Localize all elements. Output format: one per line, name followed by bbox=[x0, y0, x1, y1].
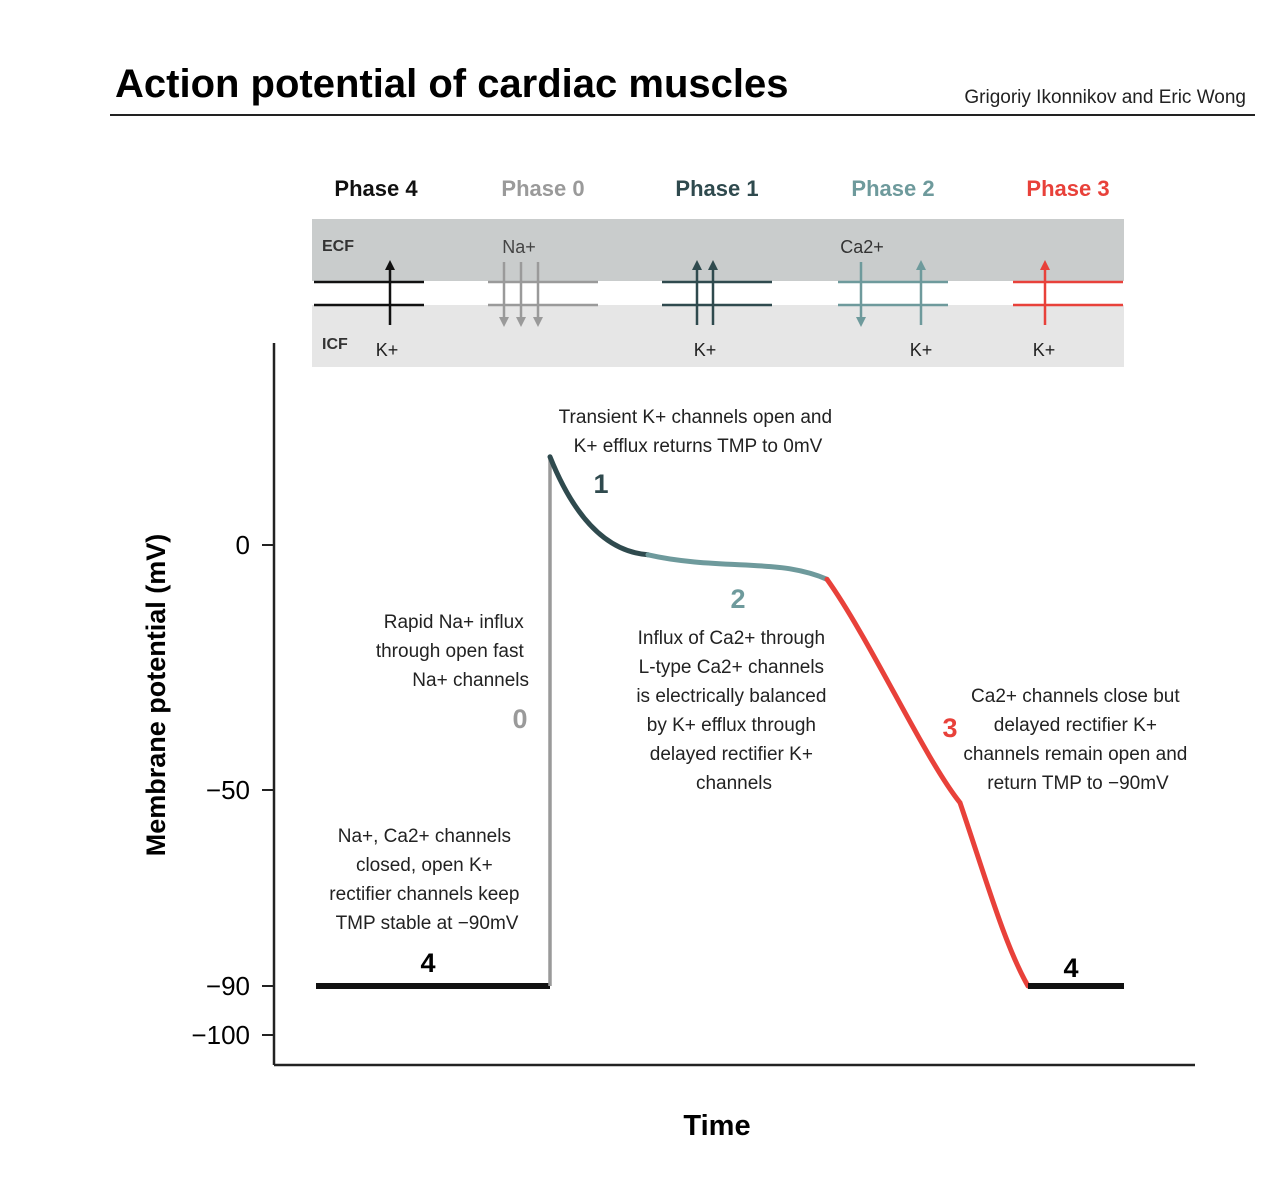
arrow-down-icon bbox=[856, 317, 866, 327]
annotation-line: channels remain open and bbox=[963, 744, 1187, 765]
phase-number-4-left: 4 bbox=[420, 948, 435, 978]
x-axis-label: Time bbox=[683, 1110, 750, 1142]
phase-4-ion-k: K+ bbox=[376, 340, 399, 360]
annotation-line: closed, open K+ bbox=[356, 855, 493, 876]
phase-4-label: Phase 4 bbox=[334, 176, 418, 201]
annotation-line: is electrically balanced bbox=[636, 686, 826, 707]
annotation-line: by K+ efflux through bbox=[647, 715, 816, 736]
annotation-line: Ca2+ channels close but bbox=[971, 686, 1180, 707]
arrow-up-icon bbox=[1040, 260, 1050, 270]
annotation-line: delayed rectifier K+ bbox=[650, 744, 813, 765]
arrow-up-icon bbox=[692, 260, 702, 270]
annotation-phase-4: Na+, Ca2+ channels closed, open K+ recti… bbox=[329, 826, 524, 934]
phase-2-ion-ca: Ca2+ bbox=[840, 237, 884, 257]
phase-number-1: 1 bbox=[593, 469, 608, 499]
phase-labels: Phase 4 Phase 0 Phase 1 Phase 2 Phase 3 bbox=[334, 176, 1109, 201]
arrow-down-icon bbox=[516, 317, 526, 327]
y-axis-label: Membrane potential (mV) bbox=[141, 534, 171, 857]
annotation-line: Na+ channels bbox=[412, 670, 529, 691]
phase-number-0: 0 bbox=[512, 704, 527, 734]
phase-number-4-right: 4 bbox=[1063, 953, 1078, 983]
annotation-line: through open fast bbox=[376, 641, 525, 662]
annotation-line: Transient K+ channels open and bbox=[559, 407, 832, 428]
arrow-up-icon bbox=[708, 260, 718, 270]
authors-credit: Grigoriy Ikonnikov and Eric Wong bbox=[964, 87, 1246, 108]
arrow-down-icon bbox=[533, 317, 543, 327]
phase-0-ion-na: Na+ bbox=[502, 237, 536, 257]
y-ticks: 0 −50 −90 −100 bbox=[191, 530, 274, 1050]
membrane-channels bbox=[314, 260, 1123, 327]
phase-2-label: Phase 2 bbox=[851, 176, 934, 201]
phase-1-label: Phase 1 bbox=[675, 176, 758, 201]
arrow-up-icon bbox=[916, 260, 926, 270]
phase-2-ion-k: K+ bbox=[910, 340, 933, 360]
annotation-line: Na+, Ca2+ channels bbox=[338, 826, 511, 847]
phase-number-2: 2 bbox=[730, 584, 745, 614]
annotation-phase-0: Rapid Na+ influx through open fast Na+ c… bbox=[376, 612, 529, 691]
arrow-down-icon bbox=[499, 317, 509, 327]
annotation-line: L-type Ca2+ channels bbox=[639, 657, 824, 678]
annotation-line: Influx of Ca2+ through bbox=[638, 628, 826, 649]
annotation-phase-1: Transient K+ channels open and K+ efflux… bbox=[559, 407, 838, 457]
annotation-phase-3: Ca2+ channels close but delayed rectifie… bbox=[963, 686, 1192, 794]
annotation-line: rectifier channels keep bbox=[329, 884, 519, 905]
phase-3-repolarization bbox=[824, 576, 1031, 989]
phase-2-plateau bbox=[645, 552, 830, 582]
y-tick-label: 0 bbox=[236, 530, 250, 560]
annotation-phase-2: Influx of Ca2+ through L-type Ca2+ chann… bbox=[636, 628, 831, 794]
phase-0-label: Phase 0 bbox=[501, 176, 584, 201]
icf-band bbox=[312, 305, 1124, 367]
figure-title: Action potential of cardiac muscles bbox=[115, 62, 789, 106]
y-tick-label: −100 bbox=[191, 1020, 250, 1050]
phase-3-label: Phase 3 bbox=[1026, 176, 1109, 201]
icf-label: ICF bbox=[322, 336, 348, 353]
annotation-line: TMP stable at −90mV bbox=[336, 913, 519, 934]
arrow-up-icon bbox=[385, 260, 395, 270]
phase-number-3: 3 bbox=[942, 713, 957, 743]
annotation-line: delayed rectifier K+ bbox=[994, 715, 1157, 736]
annotation-line: return TMP to −90mV bbox=[987, 773, 1169, 794]
phase-1-repolarization bbox=[547, 454, 651, 558]
annotation-line: K+ efflux returns TMP to 0mV bbox=[574, 436, 823, 457]
phase-3-ion-k: K+ bbox=[1033, 340, 1056, 360]
annotation-line: Rapid Na+ influx bbox=[384, 612, 524, 633]
ecf-band bbox=[312, 219, 1124, 281]
y-tick-label: −90 bbox=[206, 971, 250, 1001]
annotation-line: channels bbox=[696, 773, 772, 794]
ecf-label: ECF bbox=[322, 238, 354, 255]
y-tick-label: −50 bbox=[206, 775, 250, 805]
phase-1-ion-k: K+ bbox=[694, 340, 717, 360]
